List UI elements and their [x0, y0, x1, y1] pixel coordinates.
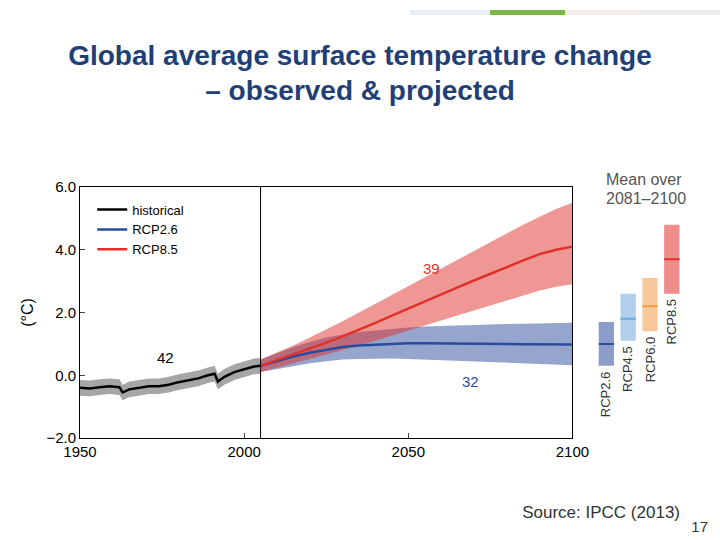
svg-text:2100: 2100	[556, 443, 589, 460]
svg-text:(°C): (°C)	[19, 298, 36, 327]
svg-text:RCP2.6: RCP2.6	[132, 222, 178, 237]
html-text:Global average surface tempera: Global average surface temperature chang…	[68, 40, 652, 106]
svg-text:RCP6.0: RCP6.0	[643, 337, 658, 383]
svg-text:historical: historical	[132, 203, 183, 218]
svg-text:4.0: 4.0	[55, 241, 76, 258]
svg-text:RCP2.6: RCP2.6	[598, 372, 613, 418]
html-text:17: 17	[691, 518, 708, 535]
svg-text:RCP8.5: RCP8.5	[132, 242, 178, 257]
svg-text:42: 42	[157, 349, 174, 366]
svg-text:0.0: 0.0	[55, 367, 76, 384]
svg-text:2000: 2000	[227, 443, 260, 460]
svg-text:1950: 1950	[63, 443, 96, 460]
svg-text:6.0: 6.0	[55, 178, 76, 195]
svg-text:2.0: 2.0	[55, 304, 76, 321]
svg-text:39: 39	[423, 260, 440, 277]
svg-text:2050: 2050	[392, 443, 425, 460]
svg-text:RCP8.5: RCP8.5	[664, 299, 679, 345]
svg-text:−2.0: −2.0	[46, 429, 76, 446]
html-text:Source: IPCC (2013): Source: IPCC (2013)	[522, 503, 680, 522]
html-text:Mean over 2081–2100: Mean over 2081–2100	[606, 171, 687, 208]
svg-text:32: 32	[462, 373, 479, 390]
svg-text:RCP4.5: RCP4.5	[620, 346, 635, 392]
